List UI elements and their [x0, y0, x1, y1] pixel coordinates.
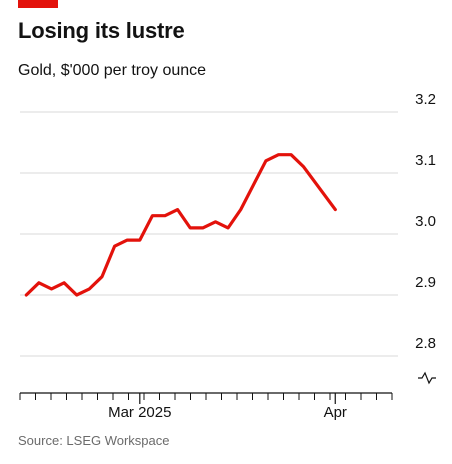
y-tick-label: 3.1 — [415, 152, 436, 169]
x-tick-label: Apr — [324, 404, 347, 421]
axis-break-icon — [418, 371, 436, 385]
gold-price-line — [24, 153, 337, 297]
y-tick-label: 3.0 — [415, 213, 436, 230]
y-tick-label: 2.9 — [415, 274, 436, 291]
y-tick-label: 3.2 — [415, 91, 436, 108]
source-note: Source: LSEG Workspace — [18, 433, 170, 448]
y-tick-label: 2.8 — [415, 335, 436, 352]
x-tick-label: Mar 2025 — [108, 404, 171, 421]
chart-title: Losing its lustre — [18, 18, 185, 43]
chart-subtitle: Gold, $'000 per troy ounce — [18, 62, 207, 79]
brand-accent-bar — [18, 0, 58, 8]
